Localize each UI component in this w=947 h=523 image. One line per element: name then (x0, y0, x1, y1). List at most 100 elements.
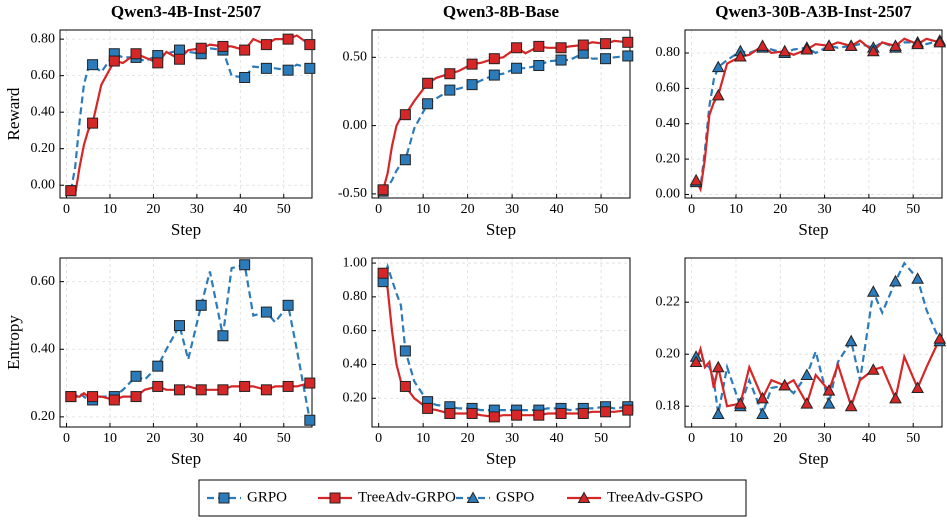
marker (152, 360, 164, 372)
marker (444, 68, 456, 80)
marker (711, 60, 725, 73)
y-tick-label: 0.40 (656, 116, 681, 131)
marker (889, 391, 902, 404)
marker (911, 272, 924, 284)
marker (422, 402, 434, 414)
y-tick-label: 0.00 (343, 118, 368, 133)
marker (711, 360, 725, 373)
marker (533, 40, 545, 52)
y-axis-label: Reward (4, 87, 23, 140)
legend-label: GSPO (496, 489, 535, 505)
series-line (70, 34, 311, 197)
x-axis-label: Step (171, 449, 201, 468)
marker (399, 380, 411, 392)
marker (173, 53, 185, 65)
series-line (695, 338, 941, 410)
x-tick-label: 50 (906, 431, 920, 446)
marker (108, 55, 120, 67)
marker (756, 407, 769, 419)
marker (756, 39, 769, 51)
marker (577, 39, 589, 51)
x-tick-label: 10 (416, 431, 430, 446)
marker (304, 377, 316, 389)
marker (488, 69, 500, 81)
marker (282, 33, 294, 45)
x-tick-label: 40 (862, 202, 876, 217)
y-axis-label: Entropy (4, 315, 23, 370)
plot-frame (684, 29, 943, 199)
subplot-title: Qwen3-8B-Base (443, 2, 560, 21)
series-line (695, 39, 941, 191)
marker (195, 299, 207, 311)
marker (488, 411, 500, 423)
marker (933, 35, 947, 48)
plot-frame (371, 29, 631, 199)
marker (422, 98, 434, 110)
marker (866, 363, 880, 375)
marker (65, 185, 77, 197)
y-tick-label: 0.60 (656, 81, 681, 96)
x-tick-label: 0 (375, 202, 382, 217)
series-line (69, 47, 311, 191)
y-tick-label: 0.60 (343, 323, 368, 338)
marker (130, 370, 142, 382)
marker (195, 384, 207, 396)
x-tick-label: 0 (63, 202, 70, 217)
x-tick-label: 40 (233, 202, 247, 217)
marker (488, 53, 500, 65)
x-tick-label: 40 (862, 431, 876, 446)
marker (399, 109, 411, 121)
marker (239, 380, 251, 392)
x-tick-label: 0 (688, 202, 695, 217)
marker (466, 79, 478, 91)
y-tick-label: 0.20 (656, 346, 681, 361)
marker (304, 62, 316, 74)
x-tick-label: 30 (818, 202, 832, 217)
marker (511, 409, 523, 421)
marker (260, 306, 272, 318)
subplot: Qwen3-8B-Base Step 0 10 20 30 40 50 -0.50 0.00 0.5… (338, 2, 631, 239)
x-axis-label: Step (486, 449, 516, 468)
y-tick-label: 1.00 (343, 255, 368, 270)
marker (800, 397, 814, 409)
marker (217, 40, 229, 52)
series-line (695, 261, 941, 418)
y-tick-label: 0.00 (31, 177, 56, 192)
marker (466, 58, 478, 70)
subplot: Qwen3-30B-A3B-Inst-2507 Step 0 10 20 30 40 50 0.… (656, 2, 943, 239)
marker (260, 62, 272, 74)
marker (911, 37, 924, 50)
marker (444, 407, 456, 419)
x-tick-label: 50 (594, 202, 608, 217)
series-line (382, 51, 628, 193)
marker (173, 384, 185, 396)
x-tick-label: 0 (375, 431, 382, 446)
y-tick-label: 0.22 (656, 294, 681, 309)
x-tick-label: 10 (103, 202, 117, 217)
x-tick-label: 40 (550, 202, 564, 217)
marker (422, 77, 434, 89)
marker (778, 378, 792, 391)
marker (282, 64, 294, 76)
marker (866, 44, 880, 57)
x-tick-label: 20 (461, 202, 475, 217)
x-tick-label: 30 (190, 202, 204, 217)
series-line (382, 262, 628, 412)
x-axis-label: Step (798, 220, 828, 239)
x-tick-label: 20 (773, 431, 787, 446)
marker (844, 399, 858, 412)
marker (152, 57, 164, 69)
y-tick-label: 0.80 (343, 289, 368, 304)
y-tick-label: 0.80 (31, 31, 56, 46)
y-tick-label: 0.80 (656, 45, 681, 60)
plot-frame (684, 257, 943, 428)
marker (734, 49, 747, 62)
marker (130, 48, 142, 60)
marker (933, 332, 947, 344)
marker (239, 44, 251, 56)
legend-label: TreeAdv-GRPO (358, 489, 456, 505)
marker (87, 117, 99, 129)
marker (87, 391, 99, 403)
marker (108, 394, 120, 406)
marker (511, 62, 523, 74)
